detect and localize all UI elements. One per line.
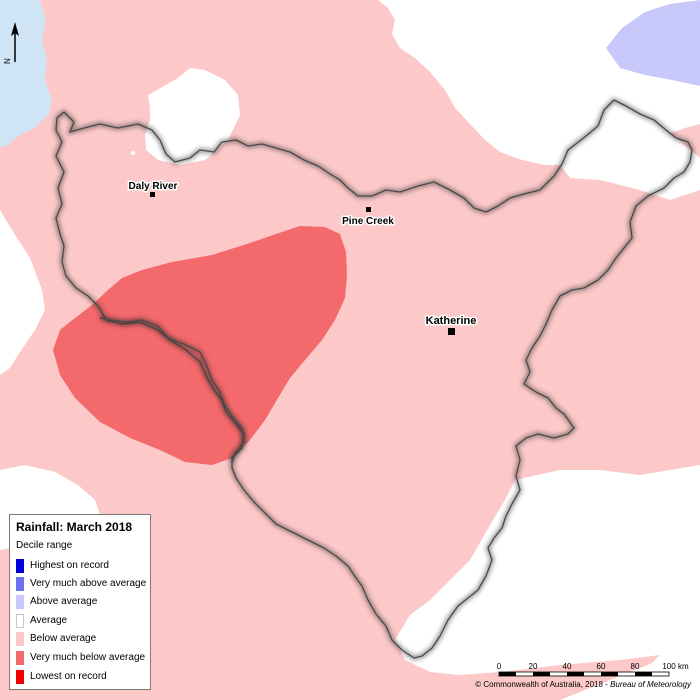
district-border	[55, 99, 693, 659]
legend-subtitle: Decile range	[16, 540, 73, 551]
legend-label: Lowest on record	[30, 671, 107, 682]
legend-swatch	[16, 559, 24, 573]
town-marker-daly-river	[150, 192, 155, 197]
north-arrow-label: N	[3, 58, 12, 64]
legend-title: Rainfall: March 2018	[16, 520, 133, 534]
inner-border	[99, 317, 245, 463]
scale-tick-20: 20	[529, 662, 538, 671]
legend-label: Below average	[30, 633, 97, 644]
legend: Rainfall: March 2018 Decile range Highes…	[9, 514, 151, 690]
town-label-pine-creek: Pine Creek	[342, 216, 394, 227]
town-label-katherine: Katherine	[426, 315, 477, 327]
town-marker-katherine	[448, 328, 455, 335]
legend-swatch	[16, 614, 24, 628]
above-average-region	[606, 0, 700, 86]
average-region-inlet	[145, 68, 240, 165]
sea-region	[0, 0, 52, 148]
copyright-agency: Bureau of Meteorology	[610, 680, 691, 689]
scale-tick-40: 40	[563, 662, 572, 671]
island-marker	[131, 151, 135, 155]
scale-tick-60: 60	[597, 662, 606, 671]
legend-swatch	[16, 651, 24, 665]
scale-tick-0: 0	[497, 662, 502, 671]
legend-swatch	[16, 670, 24, 684]
scale-tick-100: 100	[662, 662, 676, 671]
scale-bar: 0 20 40 60 80 100 km	[497, 662, 689, 677]
north-arrow-icon: N	[3, 22, 19, 64]
legend-swatch	[16, 577, 24, 591]
legend-label: Very much below average	[30, 652, 146, 663]
copyright-notice: © Commonwealth of Australia, 2018 - Bure…	[475, 680, 691, 689]
town-label-daly-river: Daly River	[129, 181, 178, 192]
scale-tick-80: 80	[631, 662, 640, 671]
average-region-northeast	[555, 100, 700, 200]
copyright-text: © Commonwealth of Australia, 2018 -	[475, 680, 611, 689]
legend-label: Above average	[30, 596, 98, 607]
average-region-west	[0, 210, 45, 375]
town-marker-pine-creek	[366, 207, 371, 212]
legend-label: Very much above average	[30, 578, 147, 589]
legend-label: Average	[30, 615, 68, 626]
legend-swatch	[16, 595, 24, 609]
average-region-east	[395, 465, 700, 675]
very-much-below-average-region	[53, 226, 347, 465]
legend-label: Highest on record	[30, 560, 109, 571]
scale-unit: km	[678, 662, 689, 671]
legend-swatch	[16, 632, 24, 646]
